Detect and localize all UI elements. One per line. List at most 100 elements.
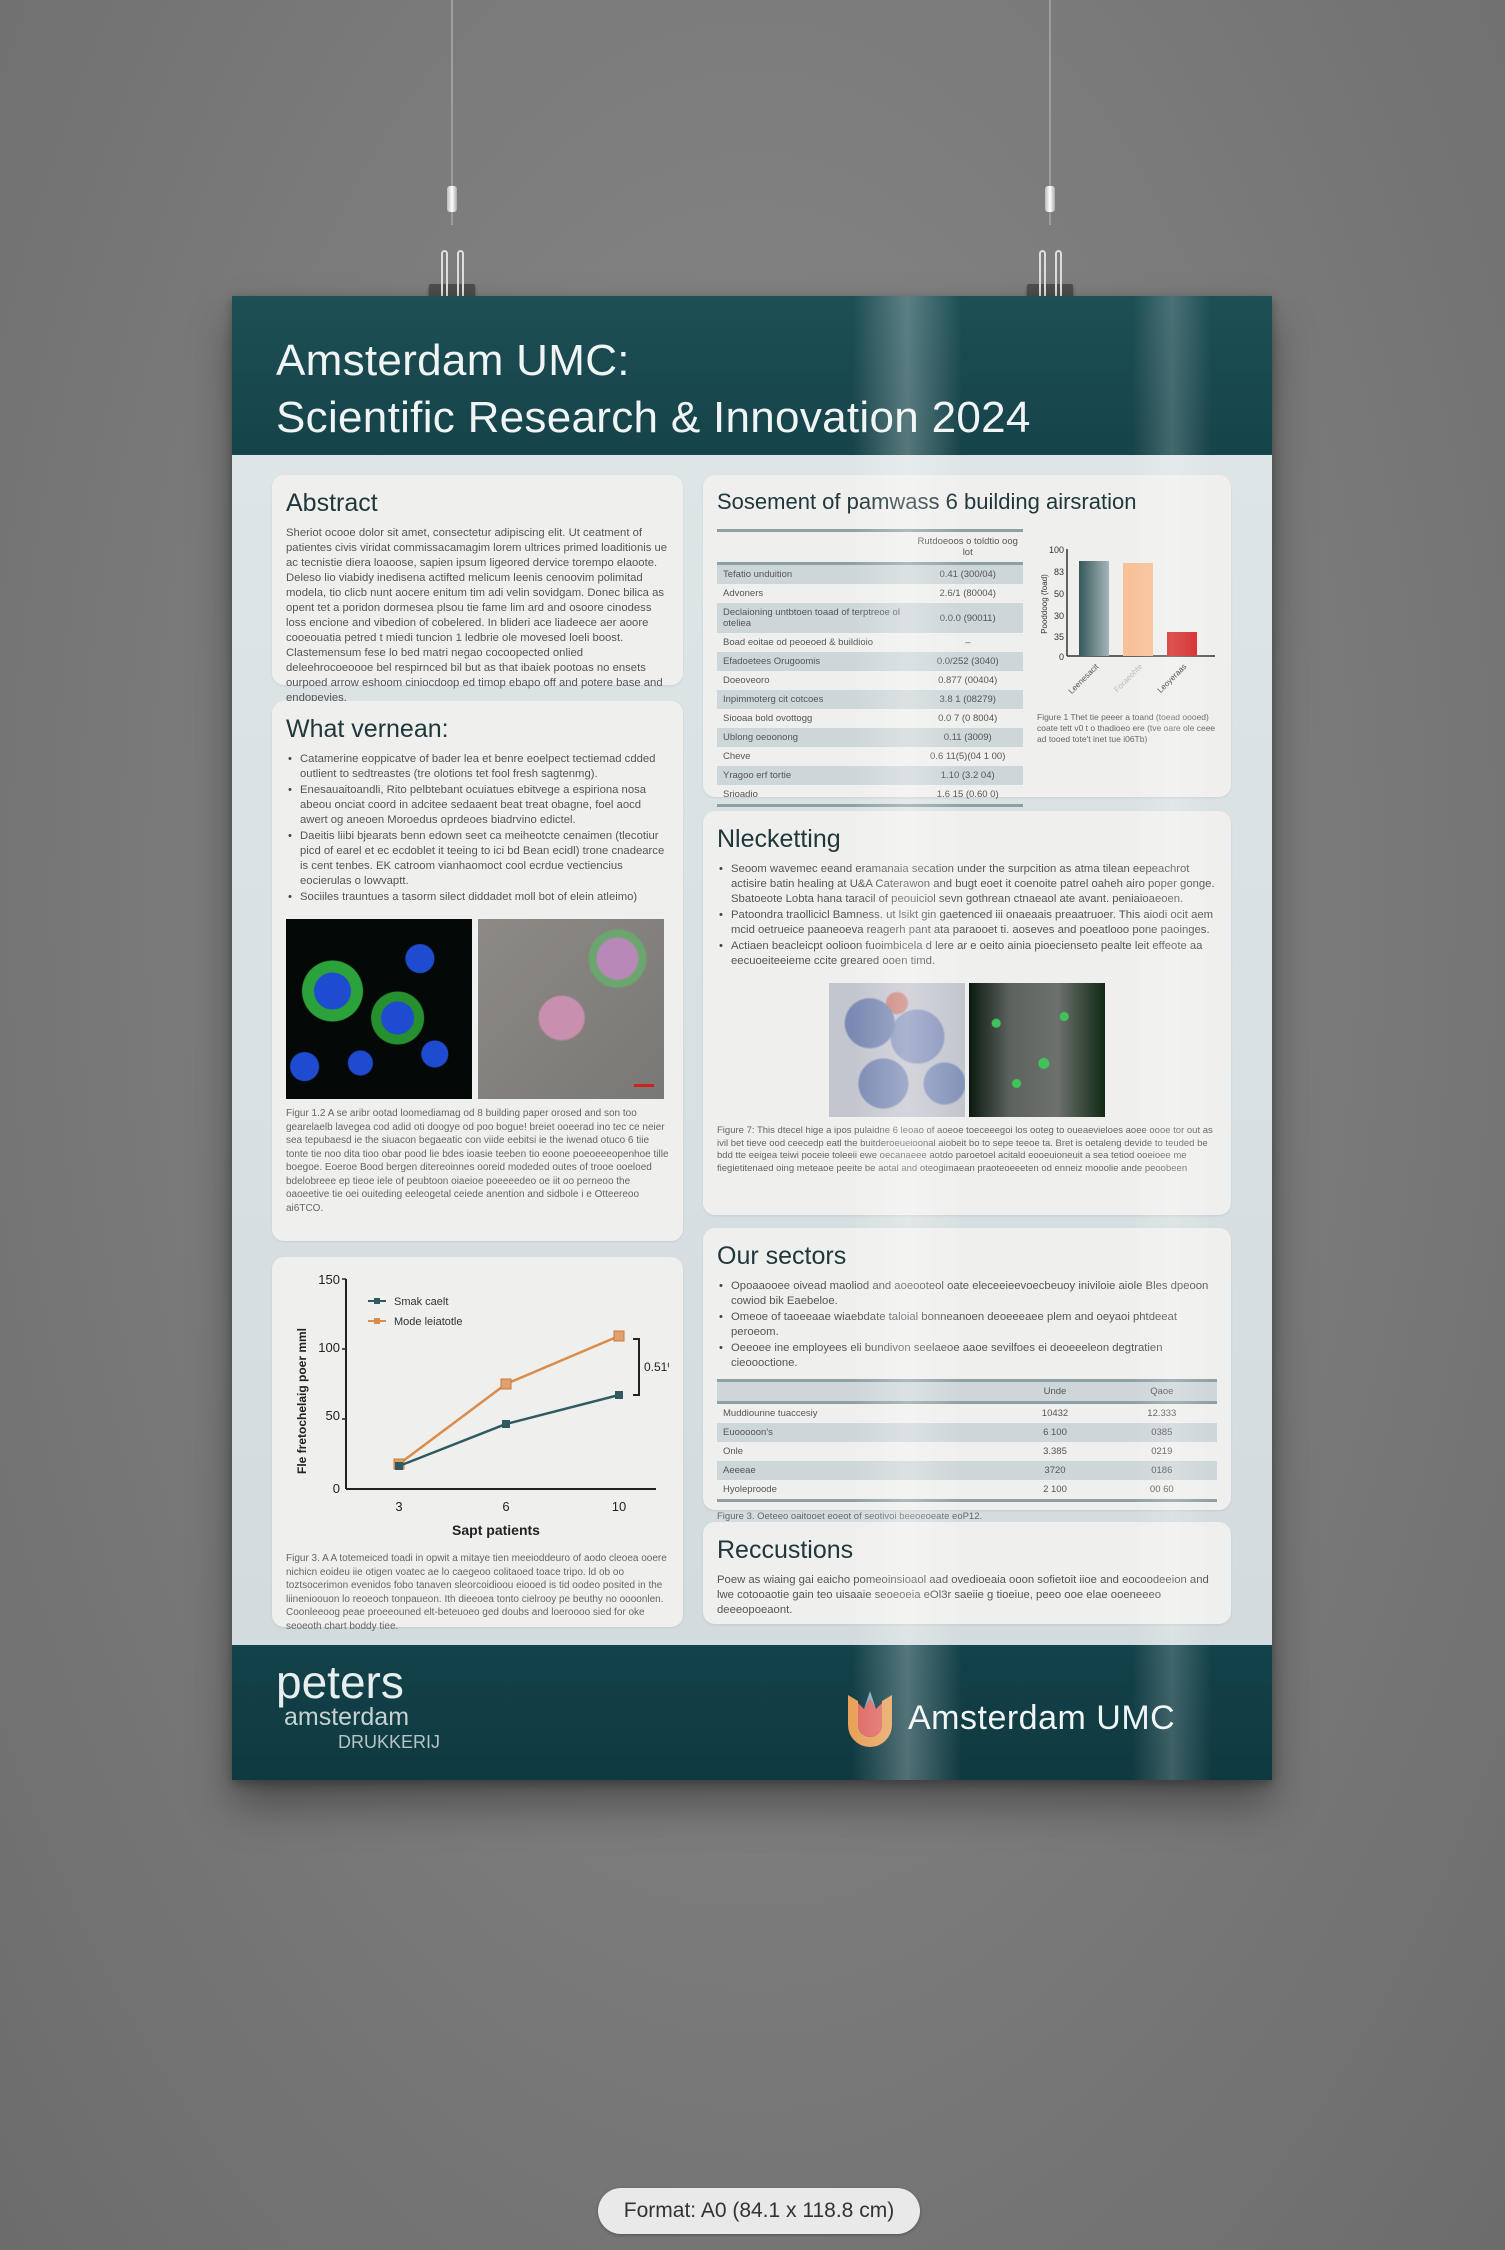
bullet-item: Sociiles trauntues a tasorm silect didda… (286, 890, 669, 905)
table-row: Doeoveoro 0.877 (00404) (723, 675, 998, 686)
fluorescence-tissue-image (969, 983, 1105, 1117)
marketing-heading: Nlecketting (717, 825, 841, 853)
wire-clamp-left (447, 186, 457, 212)
bullet-item: Catamerine eoppicatve of bader lea et be… (286, 752, 669, 782)
table-row: Hyoleproode 2 100 00 60 (717, 1480, 1217, 1502)
table-row: Advoners 2.6/1 (80004) (723, 588, 996, 599)
poster: Amsterdam UMC: Scientific Research & Inn… (232, 296, 1272, 1780)
series-line-smak (398, 1393, 620, 1468)
x-category: Leoyeraas (1156, 662, 1189, 695)
y-tick: 30 (1054, 611, 1064, 621)
peters-amsterdam-logo: peters amsterdam DRUKKERIJ (276, 1659, 440, 1755)
line-chart-panel: 150 100 50 0 3 6 10 Sapt patients Fle fr… (272, 1257, 683, 1632)
logo-amsterdam: amsterdam (284, 1703, 410, 1731)
figure-caption: Figure 7: This dtecel hige a ipos pulaid… (717, 1125, 1213, 1174)
umc-logo-text: Amsterdam UMC (908, 1698, 1176, 1737)
wire-clamp-right (1045, 186, 1055, 212)
amsterdam-umc-logo: Amsterdam UMC (844, 1687, 1175, 1749)
table-row: Inpimmoterg cit cotcoes 3.8 1 (08279) (717, 690, 1023, 709)
bullet-item: Daeitis liibi bjearats benn edown seet c… (286, 829, 669, 889)
bullet-item: Patoondra traollicicl Bamness. ut lsikt … (717, 908, 1217, 938)
table-caption: Figure 3. Oeteeo oaitooet eoeot of seoti… (717, 1511, 983, 1522)
table-row: Aeeeae 3720 0186 (717, 1461, 1217, 1480)
poster-body: Abstract Sheriot ocooe dolor sit amet, c… (232, 455, 1272, 1645)
table-row: Yragoo erf tortie 1.10 (3.2 04) (717, 766, 1023, 785)
abstract-panel: Abstract Sheriot ocooe dolor sit amet, c… (272, 475, 683, 704)
sectors-bullets: Opoaaooee oivead maoliod and aoeooteol o… (717, 1279, 1217, 1371)
table-row: Onle 3.385 0219 (723, 1446, 1173, 1457)
format-label: Format: A0 (84.1 x 118.8 cm) (623, 2199, 895, 2222)
dic-overlay-image (478, 919, 664, 1099)
hanging-wire-left (451, 0, 453, 225)
bullet-item: Enesauaitoandli, Rito pelbtebant ocuiatu… (286, 783, 669, 828)
fluorescence-image (286, 919, 472, 1099)
table-row: Ublong oeoonong 0.11 (3009) (717, 728, 1023, 747)
format-badge: Format: A0 (84.1 x 118.8 cm) (598, 2188, 920, 2234)
y-axis-label: Fle fretochelaig poer mml (295, 1328, 309, 1474)
results-panel: Sosement of pamwass 6 building airsratio… (703, 475, 1231, 847)
poster-header: Amsterdam UMC: Scientific Research & Inn… (232, 296, 1272, 455)
bullet-item: Opoaaooee oivead maoliod and aoeooteol o… (717, 1279, 1217, 1309)
histology-stain-image (829, 983, 965, 1117)
conclusions-text: Poew as wiaing gai eaicho pomeoinsioaol … (717, 1574, 1209, 1616)
microscopy-figure (286, 919, 669, 1099)
sectors-heading: Our sectors (717, 1242, 847, 1270)
figure-caption: Figur 1.2 A se aribr ootad loomediamag o… (286, 1108, 669, 1214)
table-row: Efadoetees Orugoomis 0.0/252 (3040) (717, 652, 1023, 671)
tulip-icon (848, 1691, 892, 1747)
x-tick: 10 (612, 1499, 626, 1514)
y-tick: 0 (333, 1481, 340, 1496)
legend-label: Mode leiatotle (394, 1316, 463, 1328)
table-row: Muddiounne tuaccesiy 10432 12.333 (723, 1408, 1177, 1419)
table-row: Siooaa bold ovottogg 0.0 7 (0 8004) (723, 713, 998, 724)
bar-3 (1167, 632, 1197, 656)
bullet-item: Oeeoee ine employees eli bundivon seelae… (717, 1341, 1217, 1371)
sectors-table: Unde Qaoe Muddiounne tuaccesiy 10432 12.33… (717, 1379, 1217, 1502)
bar-chart: 100 83 50 30 35 0 Pooddoog (foad) (1040, 545, 1215, 696)
what-we-mean-heading: What vernean: (286, 715, 449, 743)
conclusions-heading: Reccustions (717, 1536, 854, 1564)
sectors-panel: Our sectors Opoaaooee oivead maoliod and… (703, 1228, 1231, 1522)
logo-drukkerij: DRUKKERIJ (338, 1732, 441, 1752)
chart-legend: Smak caelt Mode leiatotle (368, 1296, 463, 1328)
y-tick: 150 (318, 1272, 340, 1287)
line-chart-caption: Figur 3. A A totemeiced toadi in opwit a… (286, 1553, 667, 1632)
abstract-text: Sheriot ocooe dolor sit amet, consectetu… (286, 527, 668, 704)
bar-2 (1123, 563, 1153, 656)
hanging-wire-right (1049, 0, 1051, 225)
what-we-mean-panel: What vernean: Catamerine eoppicatve of b… (272, 701, 683, 1241)
scale-bar-icon (634, 1084, 654, 1087)
y-tick: 100 (1049, 545, 1064, 555)
y-tick: 0 (1059, 652, 1064, 662)
marketing-panel: Nlecketting Seoom wavemec eeand eramanai… (703, 811, 1231, 1215)
bar-1 (1079, 561, 1109, 656)
y-tick: 83 (1054, 567, 1064, 577)
poster-footer: peters amsterdam DRUKKERIJ Amsterdam UMC (232, 1645, 1272, 1780)
table-header: Unde (1003, 1379, 1107, 1404)
table-row: Boad eoitae od peoeoed & buildioio – (723, 637, 971, 648)
logo-peters: peters (276, 1656, 404, 1708)
line-chart: 150 100 50 0 3 6 10 Sapt patients Fle fr… (295, 1272, 678, 1538)
poster-title-line1: Amsterdam UMC: (276, 336, 630, 385)
table-row: Cheve 0.6 11(5)(04 1 00) (723, 751, 1006, 762)
x-category: Leenesacit (1067, 662, 1101, 696)
table-row: Euooooon's 6 100 0385 (717, 1423, 1217, 1442)
bullet-item: Seoom wavemec eeand eramanaia secation u… (717, 862, 1217, 907)
significance-bracket (633, 1338, 640, 1396)
results-table: Rutdoeoos o toldtio oog lot Tefatio undu… (717, 529, 1023, 807)
bar-y-axis-label: Pooddoog (foad) (1040, 574, 1049, 634)
table-row: Tefatio unduition 0.41 (300/04) (717, 563, 1023, 584)
bar-chart-caption: Figure 1 Thet tie peeer a toand (toead o… (1037, 712, 1216, 744)
significance-annotation: 0.51% (644, 1360, 669, 1374)
table-row: Declaioning untbtoen toaad of terptreoe … (717, 603, 1023, 633)
marketing-bullets: Seoom wavemec eeand eramanaia secation u… (717, 862, 1217, 969)
table-header: Rutdoeoos o toldtio oog lot (912, 529, 1023, 565)
series-line-mode (398, 1334, 620, 1466)
bullet-item: Omeoe of taoeeaae wiaebdate taloial bonn… (717, 1310, 1217, 1340)
x-category: Foraeohte (1112, 662, 1145, 695)
conclusions-panel: Reccustions Poew as wiaing gai eaicho po… (703, 1522, 1231, 1624)
results-heading: Sosement of pamwass 6 building airsratio… (717, 489, 1137, 514)
table-header: Qaoe (1106, 1379, 1217, 1404)
poster-title-line2: Scientific Research & Innovation 2024 (276, 393, 1031, 442)
x-tick: 3 (395, 1499, 402, 1514)
